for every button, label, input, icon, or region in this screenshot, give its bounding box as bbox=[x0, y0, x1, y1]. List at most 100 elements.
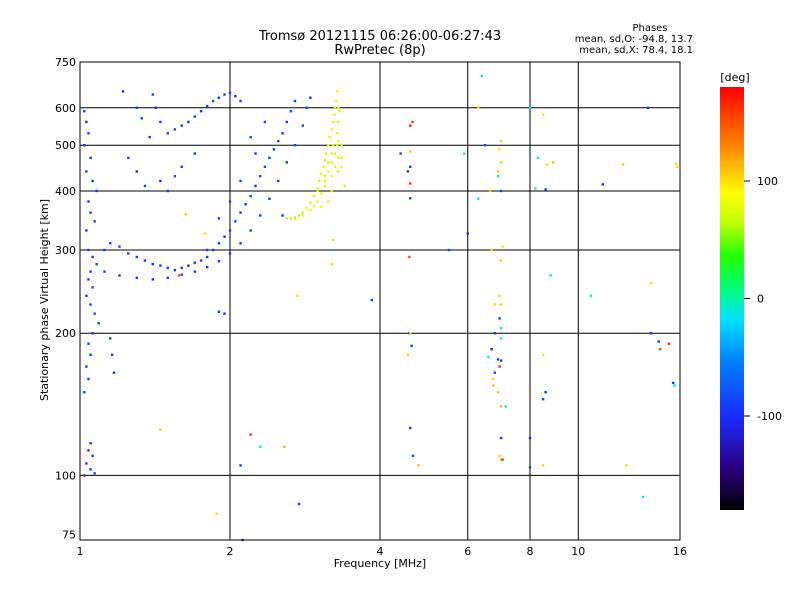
data-point bbox=[127, 252, 130, 255]
data-point bbox=[85, 365, 88, 368]
data-point bbox=[462, 152, 466, 155]
data-point bbox=[493, 303, 497, 306]
data-point bbox=[330, 128, 333, 131]
data-point bbox=[89, 211, 92, 214]
data-point bbox=[312, 194, 316, 198]
data-point bbox=[498, 365, 501, 368]
data-point bbox=[317, 179, 321, 183]
data-point bbox=[85, 170, 88, 173]
data-point bbox=[406, 353, 410, 357]
data-point bbox=[293, 143, 297, 147]
data-point bbox=[239, 464, 242, 467]
data-point bbox=[330, 262, 333, 266]
data-point bbox=[309, 208, 312, 211]
data-point bbox=[268, 156, 271, 160]
data-point bbox=[335, 99, 338, 103]
data-point bbox=[228, 91, 232, 95]
data-point bbox=[316, 187, 319, 190]
data-point bbox=[217, 242, 221, 245]
data-point bbox=[487, 355, 490, 359]
data-point bbox=[87, 278, 90, 281]
data-point bbox=[289, 110, 293, 113]
data-point bbox=[89, 442, 92, 445]
data-point bbox=[498, 454, 501, 458]
colorbar-tick-label: -100 bbox=[757, 410, 782, 423]
x-tick-label: 4 bbox=[377, 545, 384, 558]
data-point bbox=[254, 184, 257, 188]
data-point bbox=[91, 332, 94, 335]
y-tick-label: 750 bbox=[55, 56, 76, 69]
data-point bbox=[337, 156, 340, 160]
data-point bbox=[95, 262, 98, 266]
data-point bbox=[193, 115, 197, 118]
data-point bbox=[496, 174, 500, 178]
data-point bbox=[320, 192, 323, 195]
data-point bbox=[337, 139, 340, 143]
data-point bbox=[316, 189, 319, 193]
data-point bbox=[173, 268, 177, 272]
data-point bbox=[187, 264, 190, 267]
data-point bbox=[223, 312, 226, 315]
data-point bbox=[180, 124, 183, 127]
data-point bbox=[95, 189, 98, 193]
data-point bbox=[674, 162, 678, 165]
data-point bbox=[249, 135, 252, 139]
data-point bbox=[323, 174, 327, 178]
data-point bbox=[135, 170, 138, 173]
data-point bbox=[239, 211, 242, 214]
data-point bbox=[496, 391, 500, 394]
data-point bbox=[239, 242, 242, 245]
data-point bbox=[320, 172, 323, 175]
data-point bbox=[89, 156, 92, 160]
data-point bbox=[289, 217, 293, 220]
data-point bbox=[301, 214, 305, 217]
data-point bbox=[337, 106, 340, 109]
grid-lines bbox=[80, 62, 680, 540]
data-point bbox=[259, 214, 262, 217]
data-point bbox=[330, 161, 333, 164]
x-tick-label: 16 bbox=[673, 545, 687, 558]
x-tick-label: 8 bbox=[527, 545, 534, 558]
data-point bbox=[301, 124, 305, 127]
data-point bbox=[330, 152, 333, 155]
y-tick-label: 300 bbox=[55, 244, 76, 257]
data-point bbox=[673, 384, 676, 387]
data-points bbox=[83, 74, 679, 542]
data-point bbox=[492, 384, 495, 387]
data-point bbox=[89, 468, 92, 471]
data-point bbox=[411, 120, 414, 124]
data-point bbox=[488, 189, 492, 193]
colorbar-label: [deg] bbox=[720, 71, 749, 84]
data-point bbox=[493, 332, 497, 335]
data-point bbox=[285, 161, 288, 164]
data-point bbox=[327, 143, 330, 147]
data-point bbox=[338, 110, 341, 113]
data-point bbox=[541, 353, 545, 357]
data-point bbox=[180, 273, 183, 276]
data-point bbox=[285, 120, 288, 124]
data-point bbox=[135, 106, 138, 109]
data-point bbox=[504, 405, 507, 408]
data-point bbox=[293, 217, 297, 220]
data-point bbox=[109, 337, 112, 340]
data-point bbox=[625, 464, 628, 467]
data-point bbox=[234, 94, 237, 98]
data-point bbox=[205, 255, 209, 259]
data-point bbox=[173, 174, 177, 178]
data-point bbox=[528, 436, 532, 440]
data-point bbox=[671, 381, 675, 385]
data-point bbox=[410, 344, 413, 348]
data-point bbox=[327, 200, 330, 203]
data-point bbox=[281, 214, 284, 217]
data-point bbox=[551, 161, 555, 164]
data-point bbox=[499, 458, 503, 461]
phase-stats-x: mean, sd,X: 78.4, 18.1 bbox=[579, 45, 693, 56]
data-point bbox=[330, 174, 333, 178]
data-point bbox=[496, 170, 500, 173]
data-point bbox=[499, 405, 503, 408]
data-point bbox=[151, 278, 155, 281]
data-point bbox=[193, 261, 197, 264]
data-point bbox=[301, 211, 305, 214]
data-point bbox=[549, 274, 552, 277]
chart-title: Tromsø 20121115 06:26:00-06:27:43 bbox=[258, 29, 501, 44]
